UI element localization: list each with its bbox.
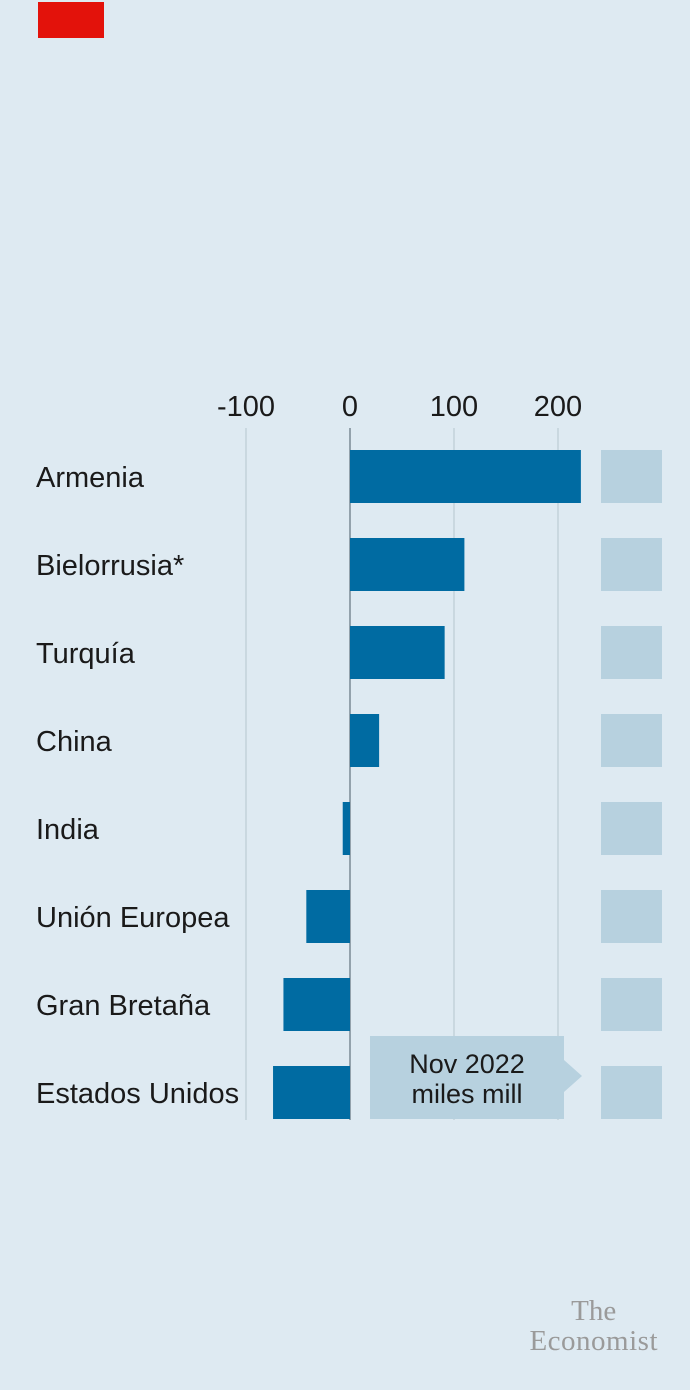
category-label: Bielorrusia* (36, 550, 184, 582)
value-placeholder (601, 802, 662, 855)
category-label: China (36, 726, 113, 758)
bar (350, 714, 380, 767)
brand-red-tag (38, 2, 104, 38)
labels-layer: -100 0 100 200 Armenia Bielorrusia* Turquía Chi… (36, 391, 582, 1110)
annotation-line1: Nov 2022 (409, 1049, 525, 1079)
annotation-callout: Nov 2022 miles mill (370, 1036, 582, 1119)
bars-layer (273, 450, 662, 1119)
x-tick-label: 0 (342, 391, 358, 423)
bar (283, 978, 350, 1031)
bar (350, 450, 581, 503)
value-placeholder (601, 890, 662, 943)
category-label: Unión Europea (36, 902, 230, 934)
value-placeholder (601, 1066, 662, 1119)
economist-logo: The Economist (529, 1296, 658, 1356)
bar (306, 890, 350, 943)
x-tick-label: -100 (217, 391, 275, 423)
value-placeholder (601, 978, 662, 1031)
value-placeholder (601, 626, 662, 679)
category-label: Armenia (36, 462, 145, 494)
category-label: Turquía (36, 638, 136, 670)
x-tick-label: 200 (534, 391, 582, 423)
annotation-box (370, 1036, 582, 1119)
category-label: Gran Bretaña (36, 990, 211, 1022)
value-placeholder (601, 450, 662, 503)
category-label: Estados Unidos (36, 1078, 239, 1110)
bar (273, 1066, 350, 1119)
annotation-line2: miles mill (412, 1079, 523, 1109)
bar (350, 626, 445, 679)
x-tick-label: 100 (430, 391, 478, 423)
value-placeholder (601, 538, 662, 591)
value-placeholder (601, 714, 662, 767)
bar (342, 802, 350, 855)
category-label: India (36, 814, 100, 846)
logo-line2: Economist (529, 1325, 658, 1357)
bar (350, 538, 465, 591)
logo-line1: The (571, 1295, 617, 1327)
